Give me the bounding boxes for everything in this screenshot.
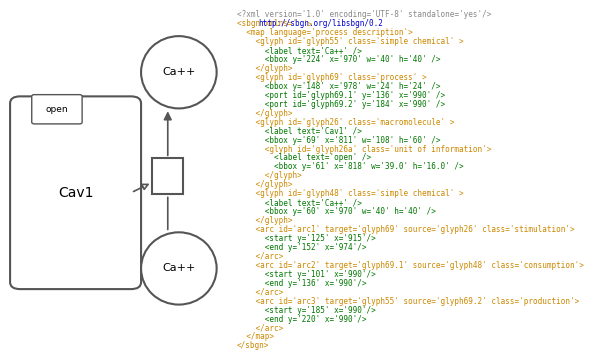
Text: <arc id='arc2' target='glyph69.1' source='glyph48' class='consumption'>: <arc id='arc2' target='glyph69.1' source…	[237, 261, 584, 270]
Text: <bbox y='224' x='970' w='40' h='40' />: <bbox y='224' x='970' w='40' h='40' />	[237, 55, 440, 64]
Text: <arc id='arc3' target='glyph55' source='glyph69.2' class='production'>: <arc id='arc3' target='glyph55' source='…	[237, 297, 579, 306]
Text: </arc>: </arc>	[237, 252, 283, 261]
FancyBboxPatch shape	[10, 97, 141, 289]
Text: </arc>: </arc>	[237, 324, 283, 332]
Text: <glyph id='glyph26a' class='unit of information'>: <glyph id='glyph26a' class='unit of info…	[237, 145, 491, 153]
Text: <glyph id='glyph55' class='simple chemical' >: <glyph id='glyph55' class='simple chemic…	[237, 37, 464, 46]
Text: <port id='glyph69.2' y='184' x='990' />: <port id='glyph69.2' y='184' x='990' />	[237, 100, 445, 109]
Text: <start y='125' x='915'/>: <start y='125' x='915'/>	[237, 234, 376, 243]
Text: <label text='Cav1' />: <label text='Cav1' />	[237, 127, 362, 135]
Text: </glyph>: </glyph>	[237, 109, 292, 118]
Text: <start y='101' x='990'/>: <start y='101' x='990'/>	[237, 270, 376, 279]
Text: <map language='process description'>: <map language='process description'>	[237, 28, 412, 37]
Text: <end y='152' x='974'/>: <end y='152' x='974'/>	[237, 243, 366, 252]
Text: <sbgn xmlns=': <sbgn xmlns='	[237, 19, 297, 28]
Text: </glyph>: </glyph>	[237, 64, 292, 73]
Text: Ca++: Ca++	[162, 67, 195, 77]
FancyBboxPatch shape	[32, 95, 82, 124]
Text: <bbox y='60' x='970' w='40' h='40' />: <bbox y='60' x='970' w='40' h='40' />	[237, 207, 435, 216]
Text: <?xml version='1.0' encoding='UTF-8' standalone='yes'/>: <?xml version='1.0' encoding='UTF-8' sta…	[237, 10, 491, 19]
Text: <port id='glyph69.1' y='136' x='990' />: <port id='glyph69.1' y='136' x='990' />	[237, 91, 445, 100]
Text: <bbox y='148' x='978' w='24' h='24' />: <bbox y='148' x='978' w='24' h='24' />	[237, 82, 440, 91]
Text: <label text='Ca++' />: <label text='Ca++' />	[237, 46, 362, 55]
Text: Cav1: Cav1	[58, 186, 93, 200]
Text: <glyph id='glyph48' class='simple chemical' >: <glyph id='glyph48' class='simple chemic…	[237, 189, 464, 198]
Text: '>: '>	[303, 19, 312, 28]
Text: </glyph>: </glyph>	[237, 180, 292, 189]
Text: <bbox y='61' x='818' w='39.0' h='16.0' />: <bbox y='61' x='818' w='39.0' h='16.0' /…	[237, 163, 464, 171]
Bar	[152, 158, 183, 194]
Text: http://sbgn.org/libsbgn/0.2: http://sbgn.org/libsbgn/0.2	[259, 19, 384, 28]
Text: </map>: </map>	[237, 332, 274, 342]
Text: </sbgn>: </sbgn>	[237, 342, 269, 350]
Text: <end y='220' x='990'/>: <end y='220' x='990'/>	[237, 314, 366, 324]
Text: open: open	[46, 105, 68, 114]
Text: </glyph>: </glyph>	[237, 171, 302, 180]
Text: <label text='open' />: <label text='open' />	[237, 153, 371, 163]
Text: <glyph id='glyph26' class='macromolecule' >: <glyph id='glyph26' class='macromolecule…	[237, 118, 454, 127]
Text: <label text='Ca++' />: <label text='Ca++' />	[237, 198, 362, 207]
Text: <arc id='arc1' target='glyph69' source='glyph26' class='stimulation'>: <arc id='arc1' target='glyph69' source='…	[237, 225, 575, 234]
Text: </arc>: </arc>	[237, 288, 283, 297]
Ellipse shape	[141, 36, 216, 108]
Text: <bbox y='69' x='811' w='108' h='60' />: <bbox y='69' x='811' w='108' h='60' />	[237, 135, 440, 145]
Text: <end y='136' x='990'/>: <end y='136' x='990'/>	[237, 279, 366, 288]
Text: Ca++: Ca++	[162, 264, 195, 273]
Ellipse shape	[141, 232, 216, 305]
Text: <glyph id='glyph69' class='process' >: <glyph id='glyph69' class='process' >	[237, 73, 426, 82]
Text: <start y='185' x='990'/>: <start y='185' x='990'/>	[237, 306, 376, 314]
Text: </glyph>: </glyph>	[237, 216, 292, 225]
